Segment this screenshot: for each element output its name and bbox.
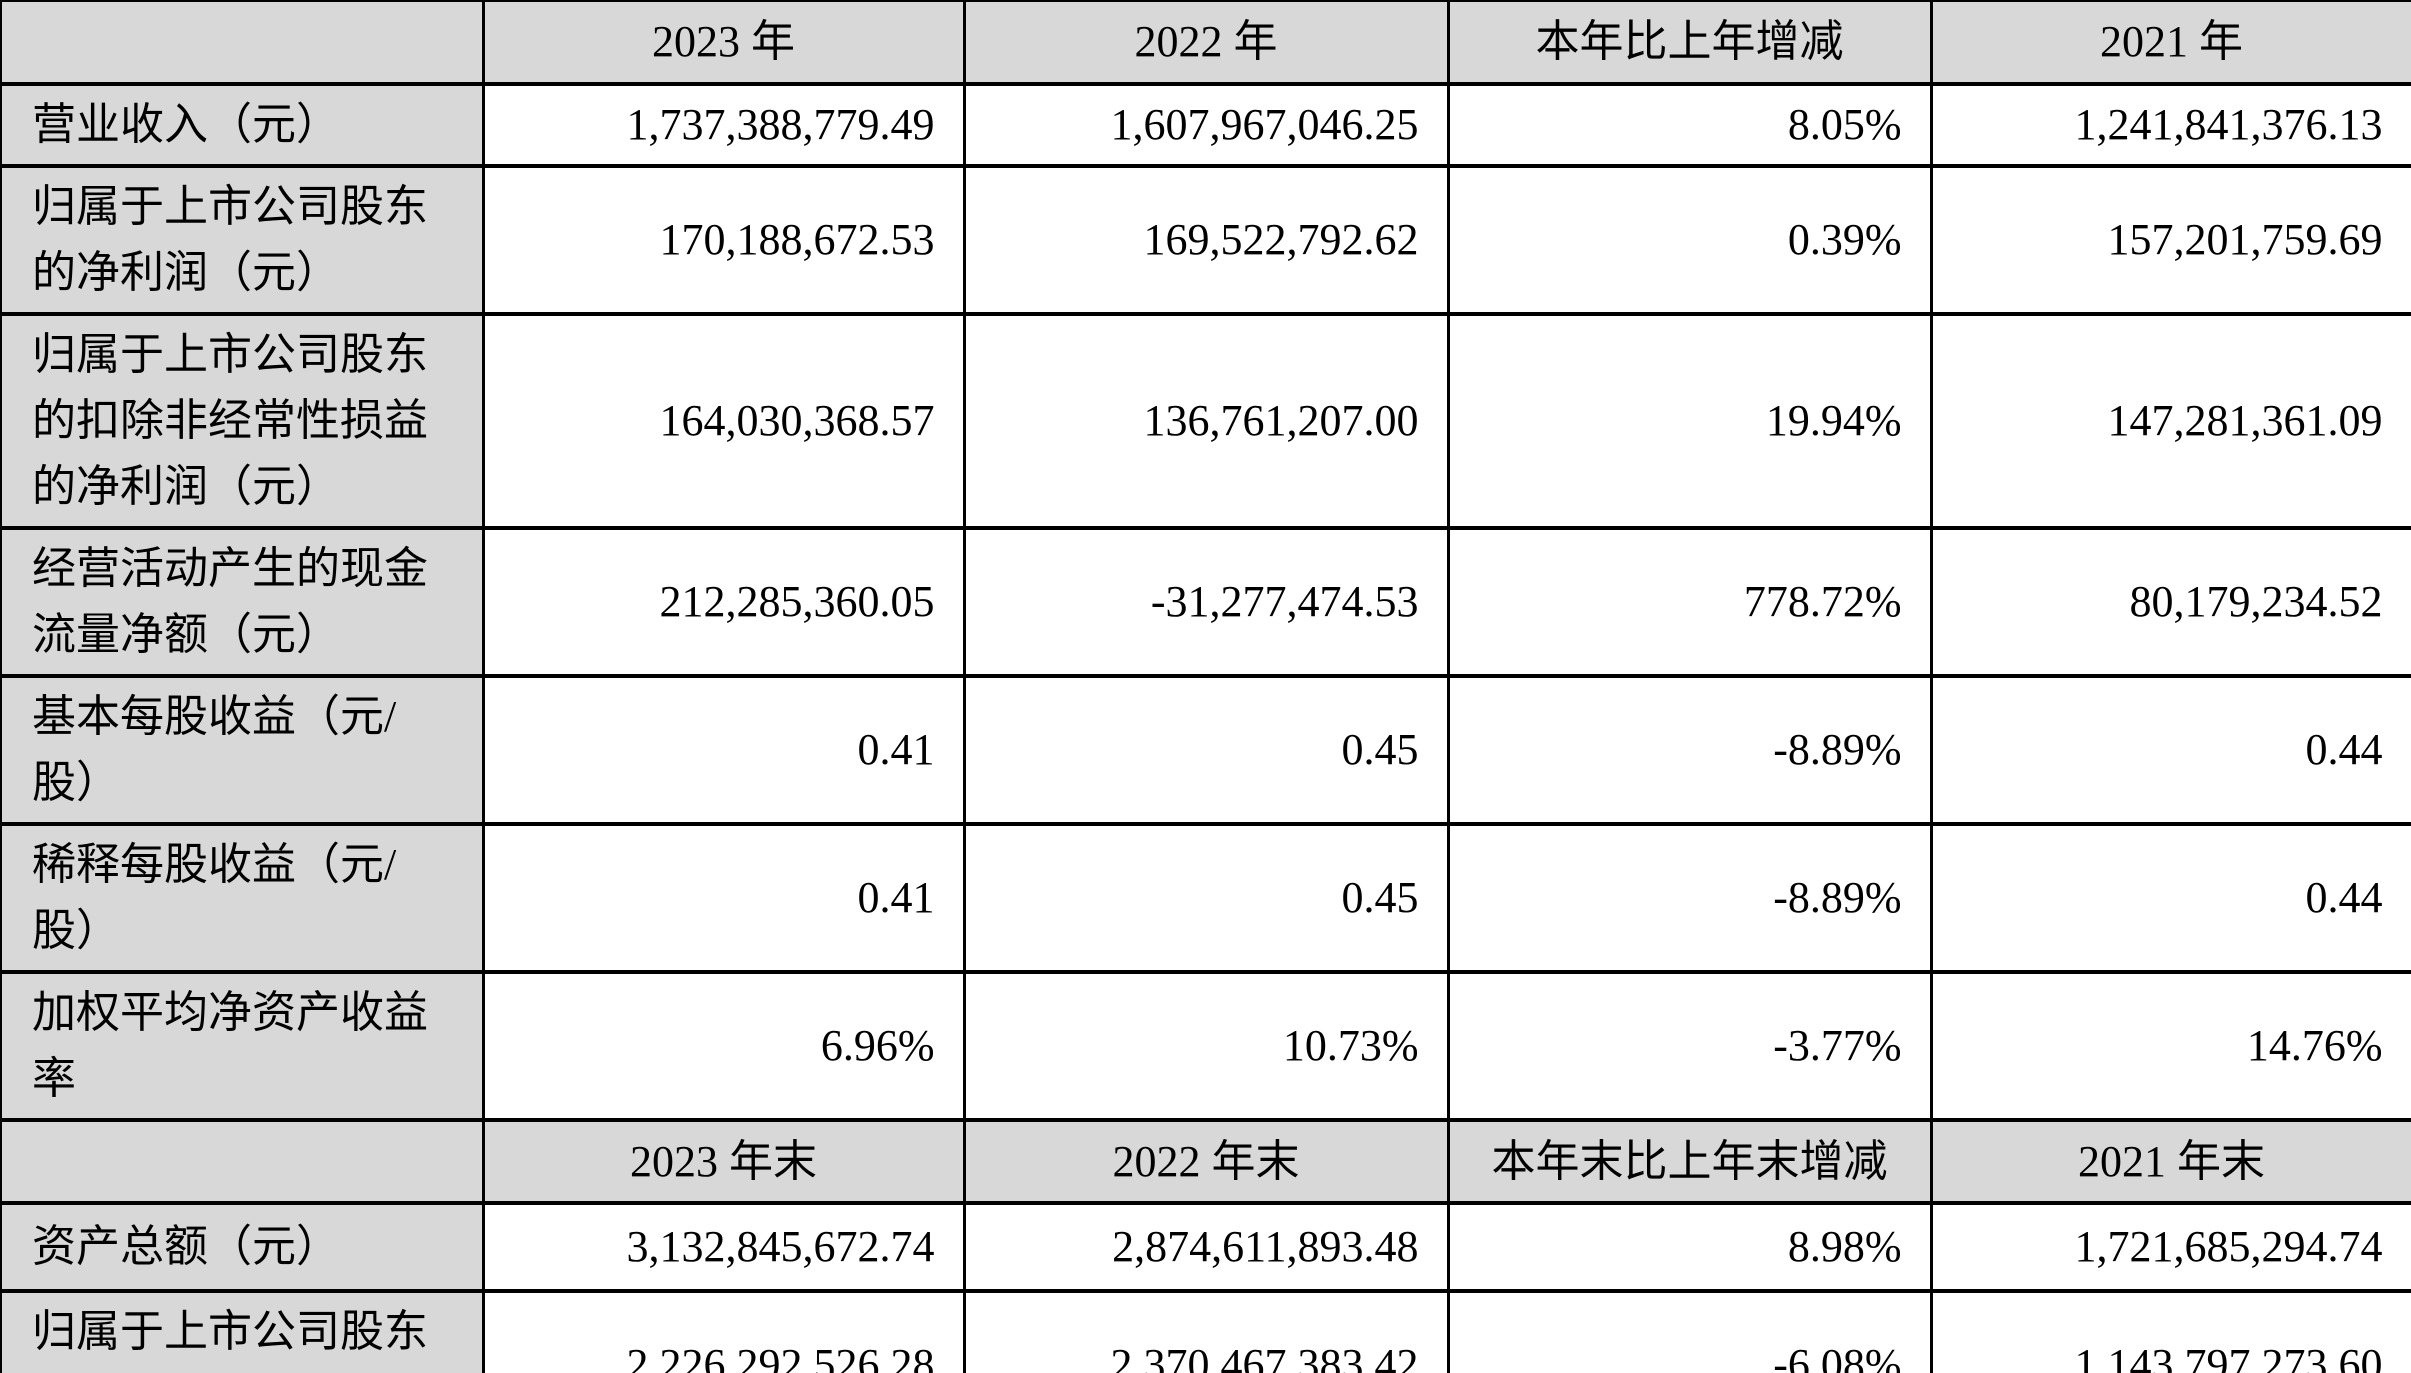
cell-change: -8.89% bbox=[1446, 822, 1933, 974]
cell-2022: 136,761,207.00 bbox=[962, 312, 1450, 530]
cell-2022: 10.73% bbox=[962, 970, 1450, 1122]
cell-2023: 6.96% bbox=[481, 970, 966, 1122]
cell-change: -6.08% bbox=[1446, 1289, 1933, 1373]
table-row-diluted-eps: 稀释每股收益（元/股） 0.41 0.45 -8.89% 0.44 bbox=[0, 822, 2411, 974]
row-label: 加权平均净资产收益率 bbox=[0, 970, 485, 1122]
cell-2021: 157,201,759.69 bbox=[1929, 164, 2411, 316]
cell-2023: 3,132,845,672.74 bbox=[481, 1201, 966, 1293]
cell-2023: 0.41 bbox=[481, 822, 966, 974]
table-row-total-assets: 资产总额（元） 3,132,845,672.74 2,874,611,893.4… bbox=[0, 1201, 2411, 1293]
cell-change: -8.89% bbox=[1446, 674, 1933, 826]
header-yoy-change: 本年比上年增减 bbox=[1446, 0, 1933, 86]
cell-2023: 1,737,388,779.49 bbox=[481, 82, 966, 168]
header-2021: 2021 年 bbox=[1929, 0, 2411, 86]
table-row-basic-eps: 基本每股收益（元/股） 0.41 0.45 -8.89% 0.44 bbox=[0, 674, 2411, 826]
row-label: 归属于上市公司股东的净利润（元） bbox=[0, 164, 485, 316]
cell-2021: 1,143,797,273.60 bbox=[1929, 1289, 2411, 1373]
cell-change: 19.94% bbox=[1446, 312, 1933, 530]
row-label: 基本每股收益（元/股） bbox=[0, 674, 485, 826]
cell-change: 8.05% bbox=[1446, 82, 1933, 168]
cell-2022: 0.45 bbox=[962, 674, 1450, 826]
row-label: 稀释每股收益（元/股） bbox=[0, 822, 485, 974]
cell-2023: 0.41 bbox=[481, 674, 966, 826]
header-row-year-end: 2023 年末 2022 年末 本年末比上年末增减 2021 年末 bbox=[0, 1118, 2411, 1205]
row-label: 经营活动产生的现金流量净额（元） bbox=[0, 526, 485, 678]
table-row-weighted-avg-roe: 加权平均净资产收益率 6.96% 10.73% -3.77% 14.76% bbox=[0, 970, 2411, 1122]
cell-2021: 0.44 bbox=[1929, 822, 2411, 974]
row-label: 资产总额（元） bbox=[0, 1201, 485, 1293]
header-2023-end: 2023 年末 bbox=[481, 1118, 966, 1205]
cell-2022: 1,607,967,046.25 bbox=[962, 82, 1450, 168]
cell-2023: 164,030,368.57 bbox=[481, 312, 966, 530]
cell-2023: 2,226,292,526.28 bbox=[481, 1289, 966, 1373]
header-2023: 2023 年 bbox=[481, 0, 966, 86]
header-corner-cell bbox=[0, 0, 485, 86]
cell-2023: 170,188,672.53 bbox=[481, 164, 966, 316]
cell-change: -3.77% bbox=[1446, 970, 1933, 1122]
cell-change: 778.72% bbox=[1446, 526, 1933, 678]
row-label: 营业收入（元） bbox=[0, 82, 485, 168]
table-row-revenue: 营业收入（元） 1,737,388,779.49 1,607,967,046.2… bbox=[0, 82, 2411, 168]
cell-2021: 80,179,234.52 bbox=[1929, 526, 2411, 678]
table-row-deducted-net-profit: 归属于上市公司股东的扣除非经常性损益的净利润（元） 164,030,368.57… bbox=[0, 312, 2411, 530]
cell-change: 0.39% bbox=[1446, 164, 1933, 316]
header-corner-cell bbox=[0, 1118, 485, 1205]
row-label: 归属于上市公司股东的扣除非经常性损益的净利润（元） bbox=[0, 312, 485, 530]
cell-2021: 14.76% bbox=[1929, 970, 2411, 1122]
header-2022-end: 2022 年末 bbox=[962, 1118, 1450, 1205]
header-2022: 2022 年 bbox=[962, 0, 1450, 86]
cell-2023: 212,285,360.05 bbox=[481, 526, 966, 678]
cell-2022: 2,370,467,383.42 bbox=[962, 1289, 1450, 1373]
cell-2022: 2,874,611,893.48 bbox=[962, 1201, 1450, 1293]
table-row-operating-cash-flow: 经营活动产生的现金流量净额（元） 212,285,360.05 -31,277,… bbox=[0, 526, 2411, 678]
row-label: 归属于上市公司股东的净资产（元） bbox=[0, 1289, 485, 1373]
header-year-end-change: 本年末比上年末增减 bbox=[1446, 1118, 1933, 1205]
cell-2021: 1,241,841,376.13 bbox=[1929, 82, 2411, 168]
table-row-net-profit: 归属于上市公司股东的净利润（元） 170,188,672.53 169,522,… bbox=[0, 164, 2411, 316]
cell-2022: -31,277,474.53 bbox=[962, 526, 1450, 678]
cell-2021: 147,281,361.09 bbox=[1929, 312, 2411, 530]
header-row-annual: 2023 年 2022 年 本年比上年增减 2021 年 bbox=[0, 0, 2411, 86]
cell-2021: 1,721,685,294.74 bbox=[1929, 1201, 2411, 1293]
cell-change: 8.98% bbox=[1446, 1201, 1933, 1293]
cell-2021: 0.44 bbox=[1929, 674, 2411, 826]
cell-2022: 169,522,792.62 bbox=[962, 164, 1450, 316]
cell-2022: 0.45 bbox=[962, 822, 1450, 974]
table-row-net-assets: 归属于上市公司股东的净资产（元） 2,226,292,526.28 2,370,… bbox=[0, 1289, 2411, 1373]
header-2021-end: 2021 年末 bbox=[1929, 1118, 2411, 1205]
